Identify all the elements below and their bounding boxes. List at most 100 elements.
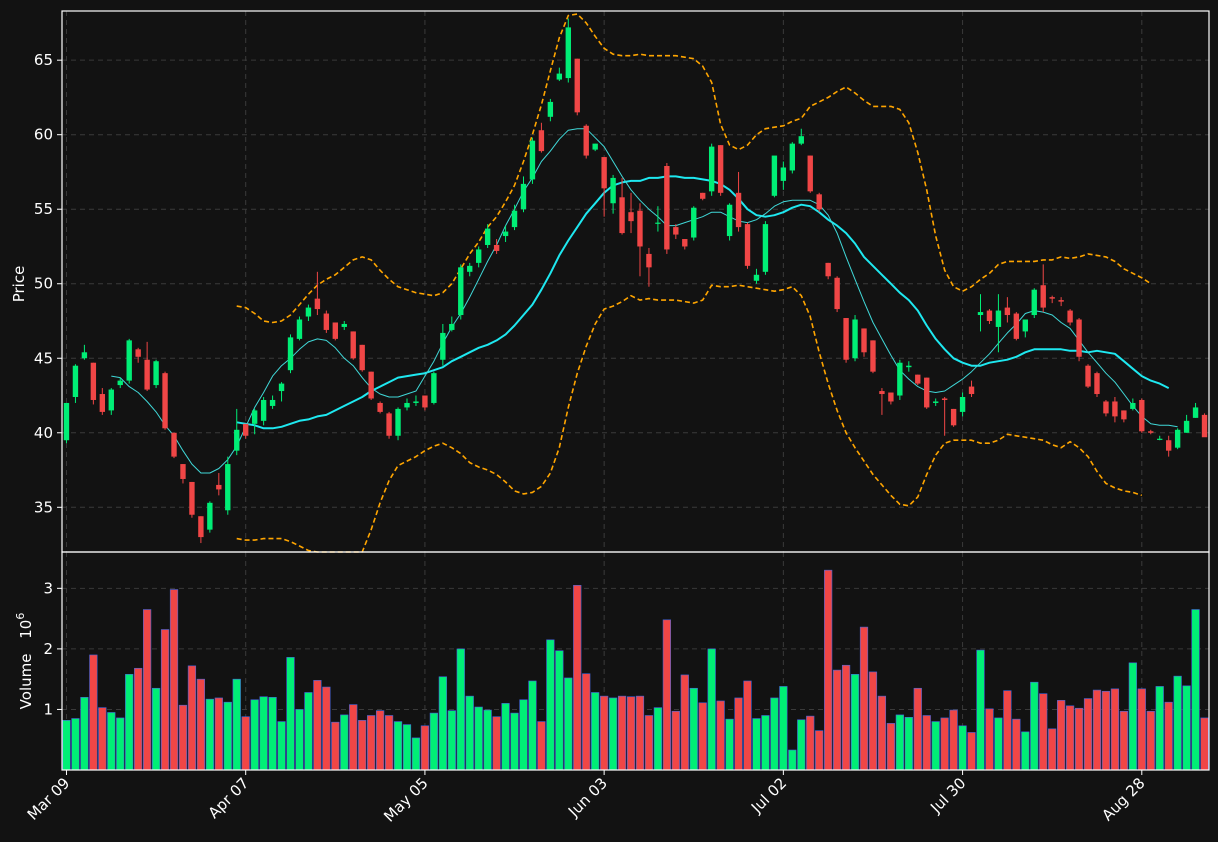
candle-body [664, 165, 670, 250]
candle [359, 344, 365, 372]
volume-bar [178, 704, 188, 771]
candle-body [673, 227, 679, 235]
volume-bar [1048, 728, 1057, 771]
volume-bar [349, 704, 358, 771]
candle-body [431, 373, 437, 403]
series-line-bollinger-lower [236, 284, 1143, 553]
volume-bar [886, 723, 895, 771]
candle [305, 304, 312, 321]
candle-body [475, 249, 482, 263]
candle [135, 347, 141, 363]
volume-bar [384, 715, 394, 771]
candle-body [458, 267, 464, 316]
candle-body [449, 323, 455, 330]
volume-bar [1173, 675, 1182, 771]
volume-bar [143, 609, 152, 771]
price-tick-label: 40 [34, 424, 53, 442]
candle-body [1165, 440, 1172, 451]
candle [117, 377, 123, 389]
volume-bar [510, 712, 519, 771]
candle-body [735, 192, 742, 228]
candle [825, 262, 831, 280]
candle-body [108, 389, 114, 411]
series-line-sma-slow [236, 175, 1170, 430]
volume-bar [313, 680, 322, 771]
volume-bar [1021, 731, 1030, 771]
candle [771, 155, 778, 198]
volume-bar [1003, 690, 1012, 771]
price-tick-label: 55 [34, 200, 53, 218]
candle [538, 122, 545, 153]
candle [467, 262, 473, 277]
candle [708, 143, 715, 196]
volume-bar [743, 680, 752, 771]
candle-body [126, 340, 132, 381]
candle [216, 473, 222, 496]
volume-bar [976, 649, 985, 771]
candle-body [888, 392, 894, 402]
volume-bar [850, 674, 860, 771]
candle [189, 481, 195, 518]
candle-body [502, 231, 509, 237]
candle-body [207, 502, 213, 530]
volume-bar [868, 671, 878, 771]
candle-body [1103, 401, 1109, 414]
volume-bar [1137, 688, 1146, 771]
volume-bar [1012, 718, 1021, 771]
volume-bar [519, 699, 528, 771]
candle [1013, 312, 1020, 341]
candle-body [520, 183, 527, 210]
candle [1139, 398, 1145, 433]
candle [1085, 364, 1091, 389]
candle-body [941, 398, 948, 400]
candle [269, 395, 276, 409]
volume-bar [716, 700, 725, 771]
candle [493, 239, 500, 254]
candle-body [1022, 319, 1028, 332]
candle [807, 155, 813, 193]
candle-body [135, 349, 141, 357]
price-axis-title: Price [10, 266, 28, 303]
candle [556, 67, 563, 82]
candle-body [915, 374, 921, 384]
volume-bar [797, 719, 806, 771]
candle-body [529, 140, 536, 180]
volume-bar [537, 721, 546, 771]
volume-bar [591, 692, 600, 771]
candle-body [225, 464, 231, 511]
candle [404, 398, 410, 411]
volume-bar [671, 710, 680, 771]
candle-body [189, 481, 195, 515]
candle-body [547, 101, 554, 117]
volume-bar [725, 718, 734, 771]
candle [144, 341, 150, 392]
candle-body [1067, 310, 1073, 323]
candle-body [583, 125, 589, 156]
candle-body [198, 516, 204, 538]
candle [529, 137, 536, 184]
candle [583, 124, 589, 159]
candle-body [368, 371, 374, 399]
candle [780, 161, 787, 190]
candle [511, 204, 518, 231]
volume-bar [456, 648, 465, 771]
candle [1004, 297, 1011, 323]
volume-bar [1200, 717, 1209, 771]
candle-body [493, 244, 500, 251]
candle-body [1148, 431, 1154, 433]
candle-body [171, 432, 177, 457]
candle-body [924, 377, 930, 408]
volume-bar [304, 692, 313, 771]
volume-bar [582, 673, 591, 771]
candle [350, 331, 356, 360]
candle [332, 322, 338, 341]
volume-bar [98, 707, 107, 771]
candle [977, 294, 984, 332]
candle-body [879, 391, 885, 395]
candle [1130, 398, 1136, 411]
volume-bar [214, 697, 223, 771]
volume-bar [322, 686, 331, 771]
candle-body [1174, 429, 1181, 448]
volume-bar [662, 619, 671, 771]
